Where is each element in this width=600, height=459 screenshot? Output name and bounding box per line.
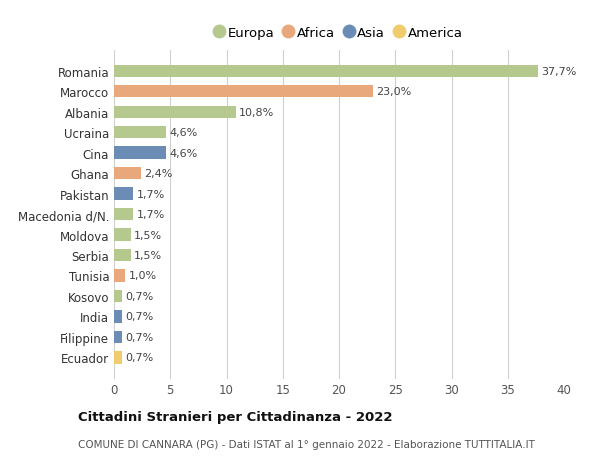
Text: 37,7%: 37,7%	[542, 67, 577, 77]
Text: 10,8%: 10,8%	[239, 107, 274, 118]
Text: 1,5%: 1,5%	[134, 251, 163, 260]
Bar	[114, 168, 141, 180]
Bar	[114, 147, 166, 159]
Bar	[114, 249, 131, 262]
Text: 23,0%: 23,0%	[376, 87, 412, 97]
Bar	[114, 290, 122, 302]
Text: 0,7%: 0,7%	[125, 353, 154, 363]
Bar	[114, 311, 122, 323]
Text: 1,7%: 1,7%	[137, 189, 165, 199]
Text: 1,5%: 1,5%	[134, 230, 163, 240]
Bar	[114, 86, 373, 98]
Text: 1,0%: 1,0%	[128, 271, 157, 281]
Text: 0,7%: 0,7%	[125, 312, 154, 322]
Text: 2,4%: 2,4%	[145, 169, 173, 179]
Text: 4,6%: 4,6%	[169, 148, 197, 158]
Text: 4,6%: 4,6%	[169, 128, 197, 138]
Bar	[114, 352, 122, 364]
Text: 1,7%: 1,7%	[137, 210, 165, 219]
Text: Cittadini Stranieri per Cittadinanza - 2022: Cittadini Stranieri per Cittadinanza - 2…	[78, 410, 392, 423]
Bar	[114, 270, 125, 282]
Bar	[114, 106, 235, 118]
Text: 0,7%: 0,7%	[125, 332, 154, 342]
Bar	[114, 188, 133, 200]
Text: COMUNE DI CANNARA (PG) - Dati ISTAT al 1° gennaio 2022 - Elaborazione TUTTITALIA: COMUNE DI CANNARA (PG) - Dati ISTAT al 1…	[78, 440, 535, 449]
Bar	[114, 208, 133, 221]
Bar	[114, 65, 538, 78]
Text: 0,7%: 0,7%	[125, 291, 154, 301]
Bar	[114, 331, 122, 343]
Bar	[114, 127, 166, 139]
Bar	[114, 229, 131, 241]
Legend: Europa, Africa, Asia, America: Europa, Africa, Asia, America	[210, 21, 468, 45]
